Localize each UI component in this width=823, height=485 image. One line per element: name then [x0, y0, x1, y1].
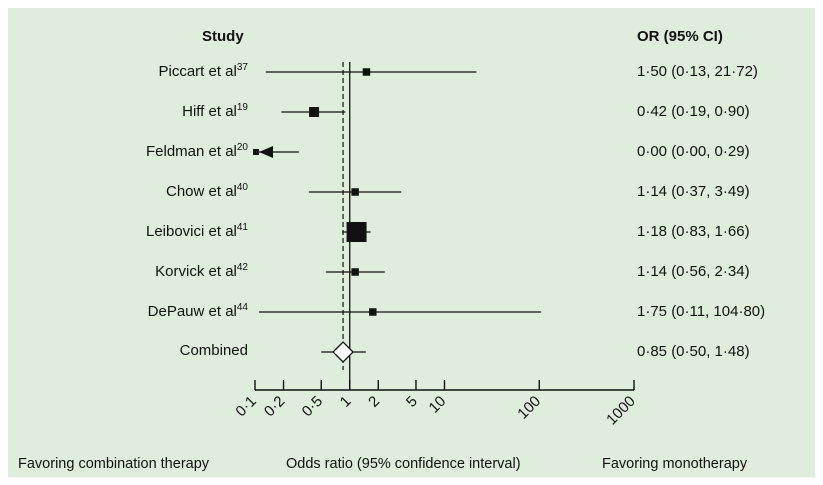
or-value-label: 0·85 (0·50, 1·48)	[637, 343, 750, 360]
reference-number: 42	[236, 262, 248, 273]
point-estimate-square	[253, 149, 259, 155]
reference-number: 37	[236, 62, 248, 73]
x-tick-label: 10	[426, 393, 450, 417]
reference-number: 20	[236, 142, 248, 153]
study-label: Korvick et al42	[155, 262, 248, 280]
x-tick-label: 2	[365, 393, 383, 411]
or-value-label: 1·14 (0·56, 2·34)	[637, 263, 750, 280]
or-value-label: 0·00 (0·00, 0·29)	[637, 143, 750, 160]
truncation-arrow	[259, 146, 273, 158]
x-tick-label: 1000	[603, 393, 639, 429]
forest-plot-panel: Study OR (95% CI) Piccart et al37 Hiff et…	[8, 8, 815, 477]
point-estimate-square	[351, 268, 359, 276]
study-label: Combined	[179, 342, 248, 359]
study-label: Leibovici et al41	[145, 222, 248, 240]
reference-number: 19	[236, 102, 248, 113]
combined-diamond	[332, 341, 354, 363]
reference-number: 41	[236, 222, 248, 233]
x-tick-label: 0·1	[232, 393, 259, 420]
reference-number: 44	[236, 302, 248, 313]
study-column-header: Study	[202, 28, 244, 45]
point-estimate-square	[346, 222, 367, 242]
or-column-header: OR (95% CI)	[637, 28, 723, 45]
study-label: Feldman et al20	[145, 142, 248, 160]
or-value-label: 1·18 (0·83, 1·66)	[637, 223, 750, 240]
x-tick-label: 0·2	[261, 393, 288, 420]
point-estimate-square	[309, 107, 320, 117]
or-value-label: 1·75 (0·11, 104·80)	[637, 303, 766, 320]
point-estimate-square	[362, 68, 371, 76]
point-estimate-square	[351, 188, 359, 196]
favoring-combination-label: Favoring combination therapy	[18, 456, 210, 472]
study-label: Chow et al40	[166, 182, 248, 200]
or-value-label: 1·50 (0·13, 21·72)	[637, 63, 758, 80]
x-tick-label: 5	[403, 393, 421, 411]
x-tick-label: 0·5	[299, 393, 326, 420]
forest-plot-svg: 0·1 0·2 0·5 1 2 5 10 100 1000	[232, 62, 639, 429]
x-tick-label: 100	[514, 393, 544, 423]
or-value-label: 0·42 (0·19, 0·90)	[637, 103, 750, 120]
x-axis-title: Odds ratio (95% confidence interval)	[286, 456, 521, 472]
x-tick-label: 1	[337, 393, 355, 411]
study-label: Hiff et al19	[182, 102, 248, 120]
study-label: Piccart et al37	[158, 62, 249, 80]
favoring-monotherapy-label: Favoring monotherapy	[602, 456, 748, 472]
or-value-label: 1·14 (0·37, 3·49)	[637, 183, 750, 200]
reference-number: 40	[236, 182, 248, 193]
study-label: DePauw et al44	[147, 302, 248, 320]
point-estimate-square	[369, 308, 377, 316]
